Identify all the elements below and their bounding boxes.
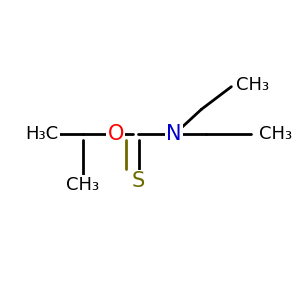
Text: CH₃: CH₃: [259, 125, 292, 143]
Text: CH₃: CH₃: [236, 76, 269, 94]
Text: CH₃: CH₃: [66, 176, 99, 194]
Text: H₃C: H₃C: [26, 125, 59, 143]
Text: N: N: [167, 124, 182, 144]
Text: O: O: [107, 124, 124, 144]
Text: S: S: [132, 171, 145, 191]
